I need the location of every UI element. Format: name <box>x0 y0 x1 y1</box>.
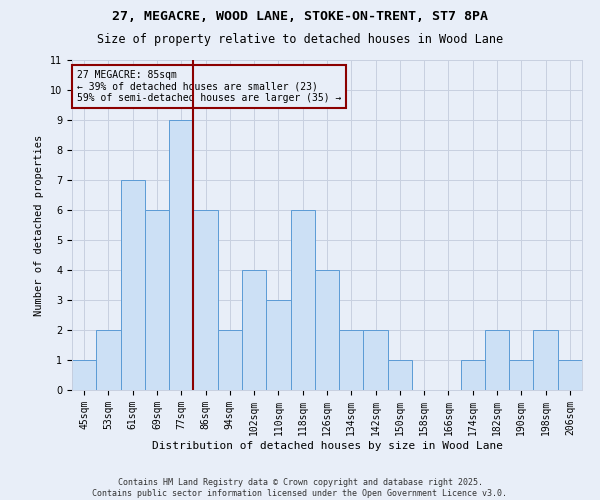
Bar <box>461 360 485 390</box>
Bar <box>315 270 339 390</box>
Bar <box>266 300 290 390</box>
Bar <box>72 360 96 390</box>
Text: 27, MEGACRE, WOOD LANE, STOKE-ON-TRENT, ST7 8PA: 27, MEGACRE, WOOD LANE, STOKE-ON-TRENT, … <box>112 10 488 23</box>
Y-axis label: Number of detached properties: Number of detached properties <box>34 134 44 316</box>
Bar <box>218 330 242 390</box>
Bar <box>145 210 169 390</box>
Bar <box>509 360 533 390</box>
Bar <box>290 210 315 390</box>
Bar <box>193 210 218 390</box>
Bar <box>121 180 145 390</box>
Text: Size of property relative to detached houses in Wood Lane: Size of property relative to detached ho… <box>97 32 503 46</box>
Text: Contains HM Land Registry data © Crown copyright and database right 2025.
Contai: Contains HM Land Registry data © Crown c… <box>92 478 508 498</box>
X-axis label: Distribution of detached houses by size in Wood Lane: Distribution of detached houses by size … <box>151 440 503 450</box>
Text: 27 MEGACRE: 85sqm
← 39% of detached houses are smaller (23)
59% of semi-detached: 27 MEGACRE: 85sqm ← 39% of detached hous… <box>77 70 341 103</box>
Bar <box>339 330 364 390</box>
Bar <box>364 330 388 390</box>
Bar <box>558 360 582 390</box>
Bar <box>485 330 509 390</box>
Bar <box>169 120 193 390</box>
Bar <box>96 330 121 390</box>
Bar <box>533 330 558 390</box>
Bar <box>388 360 412 390</box>
Bar <box>242 270 266 390</box>
